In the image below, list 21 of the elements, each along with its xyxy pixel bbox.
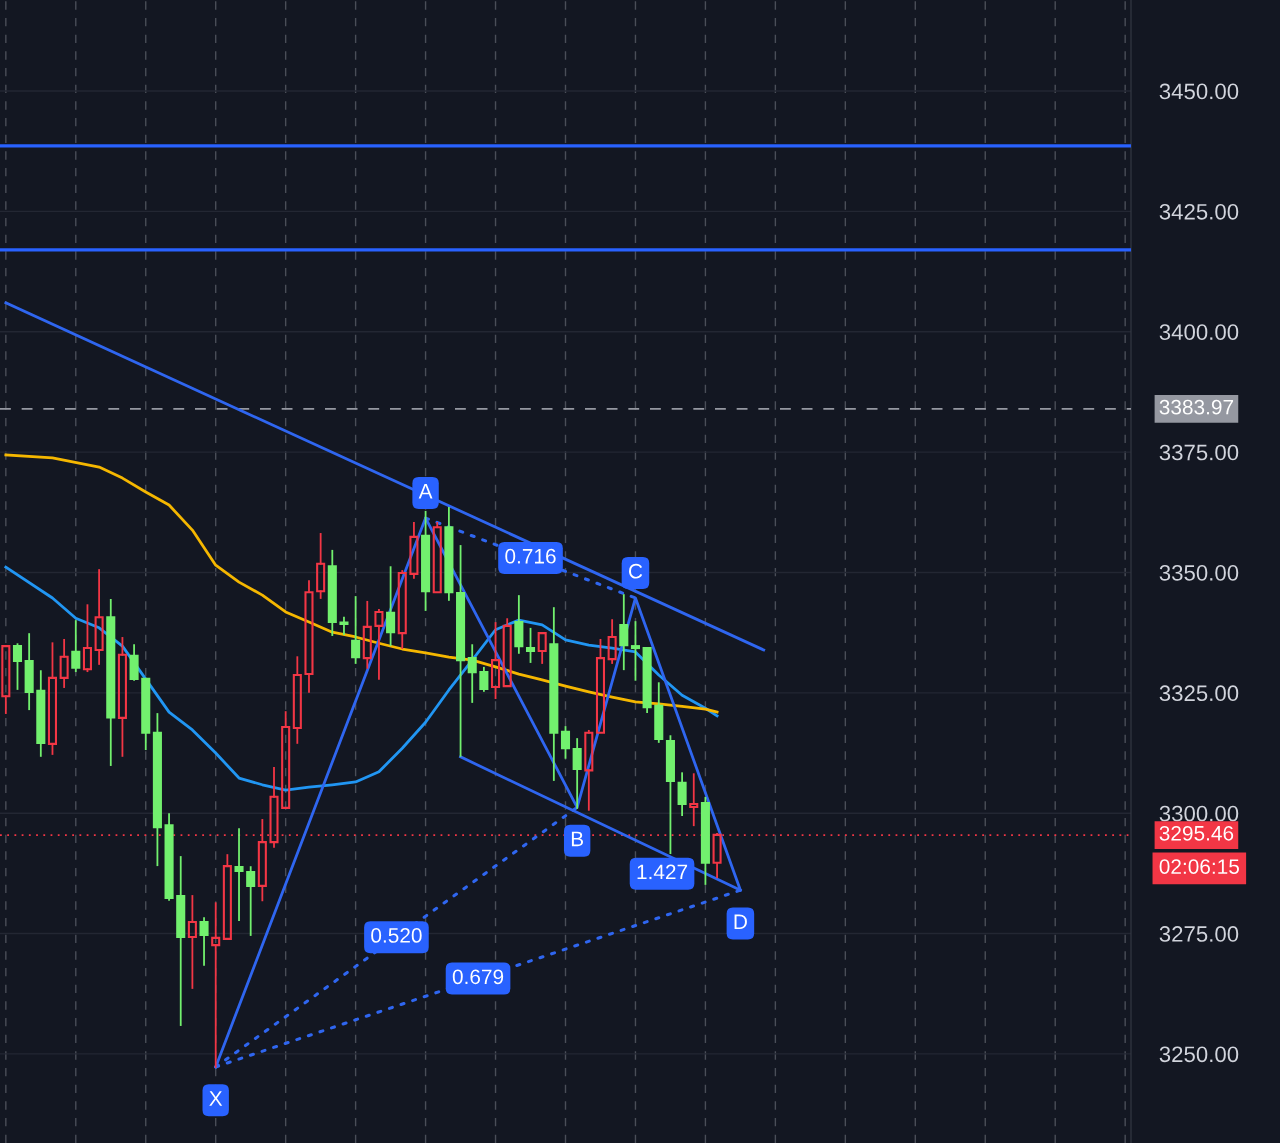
- data-label: X: [209, 1091, 223, 1106]
- text: 02:06:15: [1159, 859, 1239, 874]
- data-label: B: [571, 831, 584, 847]
- y-tick-label: 3375.00: [1159, 444, 1239, 461]
- ref-line-label: 3383.97: [1159, 399, 1234, 415]
- y-tick-label: 3425.00: [1159, 203, 1239, 220]
- data-label: C: [628, 563, 643, 579]
- series-label: 0.520: [371, 928, 422, 943]
- y-tick-label: 3250.00: [1159, 1046, 1239, 1063]
- y-tick-label: 3300.00: [1159, 805, 1239, 822]
- ref-line-label: 3295.46: [1159, 825, 1234, 841]
- series-label: 0.679: [452, 969, 504, 985]
- y-tick-label: 3450.00: [1159, 83, 1239, 100]
- y-tick-label: 3350.00: [1159, 565, 1239, 581]
- series-label: 0.716: [505, 548, 556, 564]
- y-tick-label: 3275.00: [1159, 926, 1239, 942]
- series-label: 1.427: [637, 864, 688, 880]
- data-label: D: [734, 914, 747, 929]
- data-label: A: [418, 484, 433, 499]
- y-tick-label: 3400.00: [1159, 324, 1239, 340]
- y-tick-label: 3325.00: [1159, 685, 1239, 702]
